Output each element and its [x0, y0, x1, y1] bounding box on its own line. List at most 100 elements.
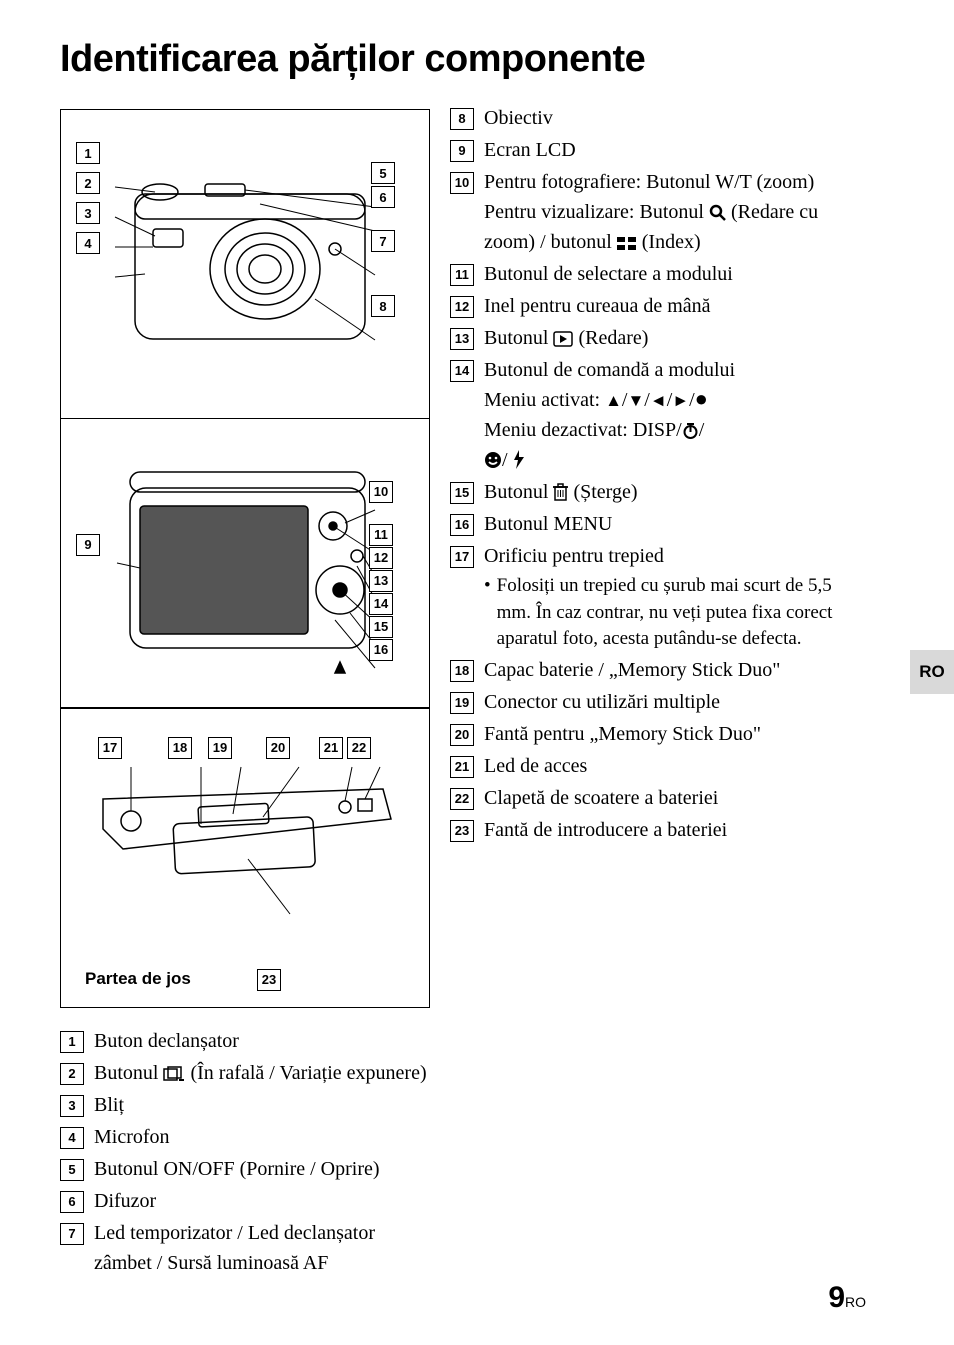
number-box: 10 [450, 172, 474, 194]
callout-13: 13 [369, 570, 393, 592]
right-list: 8 Obiectiv 9 Ecran LCD 10 Pentru fotografiere… [450, 103, 850, 845]
list-item: 23 Fantă de introducere a bateriei [450, 815, 850, 845]
callout-18: 18 [168, 737, 192, 759]
item-text: Butonul MENU [484, 509, 850, 539]
number-box: 23 [450, 820, 474, 842]
item-text: Buton declanșator [94, 1026, 430, 1056]
number-box: 4 [60, 1127, 84, 1149]
number-box: 19 [450, 692, 474, 714]
number-box: 18 [450, 660, 474, 682]
list-item: 18 Capac baterie / „Memory Stick Duo" [450, 655, 850, 685]
number-box: 9 [450, 140, 474, 162]
list-item: 2 Butonul (În rafală / Variație expunere) [60, 1058, 430, 1088]
list-item: 5 Butonul ON/OFF (Pornire / Oprire) [60, 1154, 430, 1184]
number-box: 13 [450, 328, 474, 350]
callout-10: 10 [369, 481, 393, 503]
list-item: 19 Conector cu utilizări multiple [450, 687, 850, 717]
callout-11: 11 [369, 524, 393, 546]
number-box: 5 [60, 1159, 84, 1181]
number-box: 14 [450, 360, 474, 382]
number-box: 22 [450, 788, 474, 810]
bottom-view-label: Partea de jos [85, 969, 191, 989]
item-text: Butonul (În rafală / Variație expunere) [94, 1058, 430, 1088]
number-box: 16 [450, 514, 474, 536]
list-item: 12 Inel pentru cureaua de mână [450, 291, 850, 321]
list-item: 9 Ecran LCD [450, 135, 850, 165]
number-box: 6 [60, 1191, 84, 1213]
item-text: Ecran LCD [484, 135, 850, 165]
list-item: 10 Pentru fotografiere: Butonul W/T (zoom… [450, 167, 850, 257]
number-box: 7 [60, 1223, 84, 1245]
right-column: 8Obiectiv9Ecran LCD10Pentru fotografiere… [450, 109, 850, 1280]
list-item: 1 Buton declanșator [60, 1026, 430, 1056]
callout-15: 15 [369, 616, 393, 638]
list-item: 3 Bliț [60, 1090, 430, 1120]
number-box: 21 [450, 756, 474, 778]
callout-14: 14 [369, 593, 393, 615]
item-text: Inel pentru cureaua de mână [484, 291, 850, 321]
item-text: Bliț [94, 1090, 430, 1120]
list-item: 6Difuzor [60, 1186, 430, 1216]
item-text: Led de acces [484, 751, 850, 781]
diagram-bottom-view: Partea de jos 17 18 19 20 2122 23 [60, 708, 430, 1008]
item-text: Butonul (Șterge) [484, 477, 850, 507]
callout-12: 12 [369, 547, 393, 569]
item-text: Conector cu utilizări multiple [484, 687, 850, 717]
item-text: Butonul de comandă a moduluiMeniu activa… [484, 355, 850, 475]
callout-9: 9 [76, 534, 100, 556]
list-item: 17 Orificiu pentru trepied•Folosiți un tr… [450, 541, 850, 653]
callout-21: 21 [319, 737, 343, 759]
callout-5: 5 [371, 162, 395, 184]
item-text: Orificiu pentru trepied•Folosiți un trep… [484, 541, 850, 653]
list-item: 15 Butonul (Șterge) [450, 477, 850, 507]
callout-17: 17 [98, 737, 122, 759]
number-box: 17 [450, 546, 474, 568]
callout-7: 7 [371, 230, 395, 252]
item-text: Butonul (Redare) [484, 323, 850, 353]
number-box: 3 [60, 1095, 84, 1117]
list-item: 21 Led de acces [450, 751, 850, 781]
number-box: 1 [60, 1031, 84, 1053]
item-text: Butonul ON/OFF (Pornire / Oprire) [94, 1154, 430, 1184]
callout-22: 22 [347, 737, 371, 759]
list-item: 16 Butonul MENU [450, 509, 850, 539]
item-text: Capac baterie / „Memory Stick Duo" [484, 655, 850, 685]
item-text: Pentru fotografiere: Butonul W/T (zoom)P… [484, 167, 850, 257]
callout-20: 20 [266, 737, 290, 759]
diagram-rear-view: 9 10 111213141516 [60, 418, 430, 708]
list-item: 14 Butonul de comandă a moduluiMeniu acti… [450, 355, 850, 475]
callout-1: 1 [76, 142, 100, 164]
list-item: 13 Butonul (Redare) [450, 323, 850, 353]
item-text: Fantă pentru „Memory Stick Duo" [484, 719, 850, 749]
page-title: Identificarea părților componente [60, 38, 894, 81]
item-text: Clapetă de scoatere a bateriei [484, 783, 850, 813]
number-box: 15 [450, 482, 474, 504]
callout-19: 19 [208, 737, 232, 759]
list-item: 20 Fantă pentru „Memory Stick Duo" [450, 719, 850, 749]
callout-4: 4 [76, 232, 100, 254]
number-box: 2 [60, 1063, 84, 1085]
callout-16: 16 [369, 639, 393, 661]
number-box: 8 [450, 108, 474, 130]
item-text: Fantă de introducere a bateriei [484, 815, 850, 845]
page-number: 9RO [828, 1281, 866, 1315]
left-column: 12345678 [60, 109, 430, 1280]
callout-3: 3 [76, 202, 100, 224]
language-tab: RO [910, 650, 954, 694]
diagram-front-view: 12345678 [60, 109, 430, 419]
list-item: 22 Clapetă de scoatere a bateriei [450, 783, 850, 813]
callout-8: 8 [371, 295, 395, 317]
number-box: 12 [450, 296, 474, 318]
list-item: 7 Led temporizator / Led declanșator zâmb… [60, 1218, 430, 1278]
left-list: 1 Buton declanșator 2 Butonul (În rafală / … [60, 1026, 430, 1278]
item-text: Obiectiv [484, 103, 850, 133]
list-item: 11Butonul de selectare a modului [450, 259, 850, 289]
number-box: 20 [450, 724, 474, 746]
list-item: 8 Obiectiv [450, 103, 850, 133]
number-box: 11 [450, 264, 474, 286]
callout-23: 23 [257, 969, 281, 991]
content-columns: 12345678 [60, 109, 894, 1280]
callout-2: 2 [76, 172, 100, 194]
list-item: 4Microfon [60, 1122, 430, 1152]
item-text: Led temporizator / Led declanșator zâmbe… [94, 1218, 430, 1278]
